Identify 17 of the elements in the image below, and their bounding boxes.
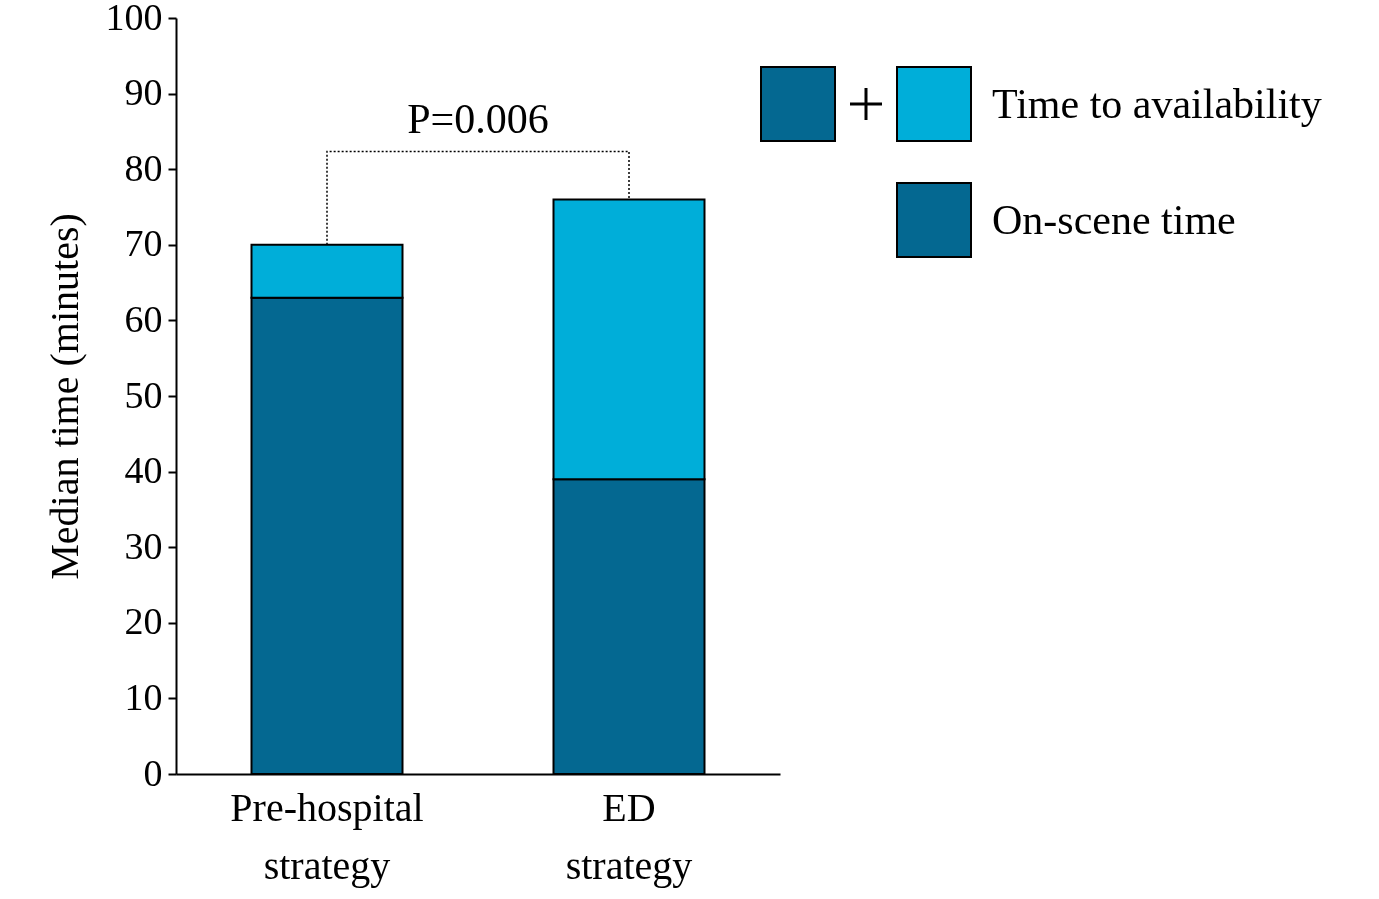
y-tick-label: 100: [105, 0, 163, 38]
y-tick-label: 20: [124, 600, 163, 643]
y-tick-label: 0: [143, 751, 163, 794]
y-tick-label: 60: [124, 297, 163, 340]
y-tick-label: 30: [124, 524, 163, 567]
y-axis-title: Median time (minutes): [41, 213, 87, 580]
y-tick-label: 10: [124, 675, 163, 718]
y-tick-label: 90: [124, 71, 163, 114]
y-tick-label: 80: [124, 146, 163, 189]
legend-label: On-scene time: [992, 196, 1236, 244]
x-tick-label: Pre-hospital strategy: [230, 784, 424, 888]
annotation: P=0.006: [407, 95, 549, 144]
x-tick-label: ED strategy: [565, 784, 693, 888]
y-tick-label: 50: [124, 373, 163, 416]
legend-label: Time to availability: [992, 80, 1322, 128]
y-tick-label: 40: [124, 449, 163, 492]
y-tick-label: 70: [124, 222, 163, 265]
